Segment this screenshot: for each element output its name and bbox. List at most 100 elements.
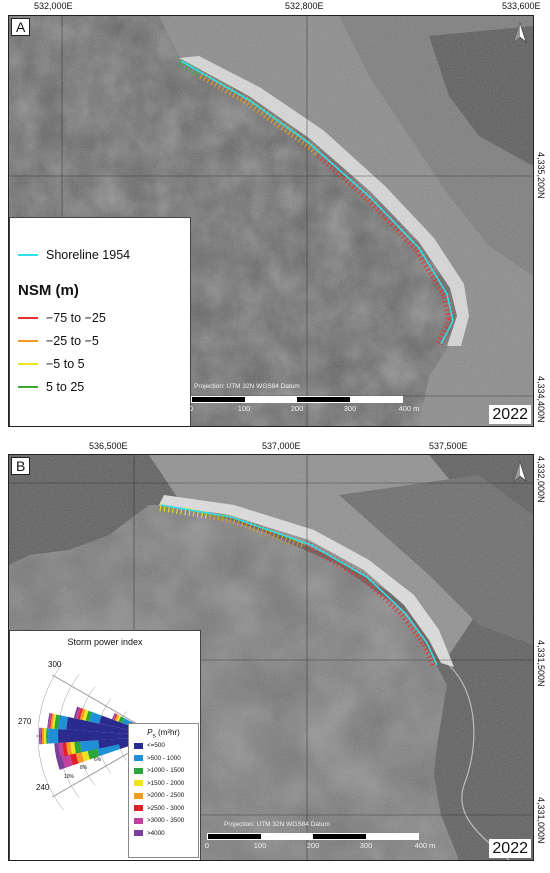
rose-wedge-3-class-1 <box>58 715 69 730</box>
legend-class-3: −5 to 5 <box>18 357 85 371</box>
projection-note-a: Projection: UTM 32N WGS84 Datum <box>194 383 300 390</box>
easting-label-a-3: 533,600E <box>502 1 541 11</box>
ps-class-5: >2000 - 2500 <box>129 790 198 803</box>
rose-wedge-1-class-2 <box>74 741 82 754</box>
rose-wedge-4-class-1 <box>89 712 102 724</box>
panel-label-b: B <box>11 457 31 475</box>
northing-label-b-2: 4,331,500N <box>536 640 546 687</box>
rose-wedge-5-class-6 <box>112 713 117 720</box>
ps-class-4-label: >1500 - 2000 <box>147 779 185 787</box>
rose-wedge-1-class-1 <box>80 740 100 753</box>
class-4-label: 5 to 25 <box>46 380 85 394</box>
rose-dir-300: 300 <box>48 660 62 669</box>
northing-label-b-1: 4,332,000N <box>536 456 546 503</box>
rose-wedge-2-class-4 <box>42 727 45 745</box>
legend-class-2: −25 to −5 <box>18 334 99 348</box>
class-2-swatch <box>18 340 38 342</box>
class-3-label: −5 to 5 <box>46 357 85 371</box>
legend-a: Shoreline 1954 NSM (m) −75 to −25 −25 to… <box>9 217 191 426</box>
rose-wedge-4-class-7 <box>73 706 80 719</box>
rose-wedge-0-class-3 <box>81 749 90 762</box>
rose-wedge-0-class-2 <box>87 747 100 760</box>
legend-shoreline-label: Shoreline 1954 <box>46 248 131 262</box>
class-4-swatch <box>18 386 38 388</box>
projection-note-b: Projection: UTM 32N WGS84 Datum <box>224 821 330 828</box>
shoreline-swatch <box>18 254 38 256</box>
ps-class-8-label: >4000 <box>147 829 165 837</box>
ps-class-7: >3000 - 3500 <box>129 815 198 828</box>
scale-bar-a: 0 100 200 300 400 m <box>188 396 419 413</box>
ps-class-3-label: >1000 - 1500 <box>147 767 185 775</box>
north-arrow-icon <box>513 22 527 43</box>
ps-title: P <box>147 728 153 737</box>
map-panel-b: B Storm power index 300 270 240 6% 8% 10… <box>8 454 534 861</box>
scale-b-tick-100: 100 <box>253 841 267 850</box>
rose-wedge-0-class-4 <box>75 750 85 764</box>
rose-wedge-5-class-4 <box>114 714 120 721</box>
rose-wedge-1-class-4 <box>66 742 72 756</box>
ps-class-legend: Ps (m²hr) <=500 >500 - 1000 >1000 - 1500… <box>128 723 199 858</box>
scale-b-tick-0: 0 <box>204 841 210 850</box>
ps-class-6: >2500 - 3000 <box>129 802 198 815</box>
storm-power-legend: Storm power index 300 270 240 6% 8% 10% … <box>9 630 201 860</box>
ps-class-8: >4000 <box>129 827 198 840</box>
rose-wedge-2-class-7 <box>39 727 41 745</box>
shoreline-1954-a <box>180 60 454 345</box>
rose-dir-240: 240 <box>36 783 50 792</box>
scale-bar-b: 0 100 200 300 400 m <box>204 833 435 850</box>
legend-nsm-title: NSM (m) <box>18 282 79 299</box>
rose-wedge-1-class-3 <box>70 741 76 755</box>
year-label-a: 2022 <box>489 405 531 424</box>
scale-a-tick-200: 200 <box>290 404 304 413</box>
ps-class-4: >1500 - 2000 <box>129 777 198 790</box>
rose-wedge-3-class-5 <box>49 713 53 729</box>
rose-wedge-3-class-3 <box>52 713 57 729</box>
northing-label-b-3: 4,331,000N <box>536 797 546 844</box>
rose-ring-10: 10% <box>64 774 75 780</box>
ps-class-6-label: >2500 - 3000 <box>147 804 185 812</box>
scale-a-tick-300: 300 <box>343 404 357 413</box>
rose-wedge-3-class-2 <box>54 714 61 730</box>
year-label-b: 2022 <box>489 839 531 858</box>
rose-wedge-2-class-6 <box>40 727 42 745</box>
legend-shoreline-1954: Shoreline 1954 <box>18 248 130 262</box>
rose-wedge-2-class-0 <box>57 729 158 743</box>
rose-wedge-5-class-3 <box>116 715 121 722</box>
ps-class-3: >1000 - 1500 <box>129 765 198 778</box>
ps-class-7-label: >3000 - 3500 <box>147 817 185 825</box>
rose-wedge-2-class-2 <box>46 728 49 744</box>
class-1-swatch <box>18 317 38 319</box>
ps-class-5-label: >2000 - 2500 <box>147 792 185 800</box>
scale-b-tick-300: 300 <box>359 841 373 850</box>
ps-subscript: s <box>152 732 156 740</box>
rose-wedge-5-class-2 <box>118 716 125 724</box>
easting-label-b-3: 537,500E <box>429 441 468 451</box>
rose-wedge-4-class-4 <box>79 708 86 720</box>
class-3-swatch <box>18 363 38 365</box>
map-panel-a: A Shoreline 1954 NSM (m) −75 to −25 −25 … <box>8 15 534 427</box>
scale-a-tick-0: 0 <box>188 404 194 413</box>
ps-class-2-label: >500 - 1000 <box>147 754 181 762</box>
easting-label-b-1: 536,500E <box>89 441 128 451</box>
rose-wedge-3-class-7 <box>47 712 51 729</box>
rose-wedge-4-class-3 <box>82 709 89 721</box>
ps-class-2: >500 - 1000 <box>129 752 198 765</box>
legend-class-1: −75 to −25 <box>18 311 106 325</box>
scale-a-tick-100: 100 <box>237 404 251 413</box>
rose-wedge-0-class-7 <box>55 754 66 770</box>
rose-wedge-4-class-2 <box>85 710 93 722</box>
easting-label-a-1: 532,000E <box>34 1 73 11</box>
rose-wedge-3-class-6 <box>48 713 52 729</box>
ps-class-1: <=500 <box>129 740 198 753</box>
class-2-label: −25 to −5 <box>46 334 99 348</box>
easting-label-b-2: 537,000E <box>262 441 301 451</box>
storm-power-title: Storm power index <box>67 637 143 647</box>
rose-wedge-3-class-4 <box>50 713 55 729</box>
rose-wedge-1-class-7 <box>54 742 61 758</box>
rose-dir-270: 270 <box>18 717 32 726</box>
legend-class-4: 5 to 25 <box>18 380 84 394</box>
rose-wedge-2-class-3 <box>44 728 47 744</box>
rose-wedge-5-class-7 <box>111 712 116 720</box>
rose-wedge-0-class-6 <box>61 753 73 768</box>
rose-wedge-2-class-1 <box>48 728 59 744</box>
